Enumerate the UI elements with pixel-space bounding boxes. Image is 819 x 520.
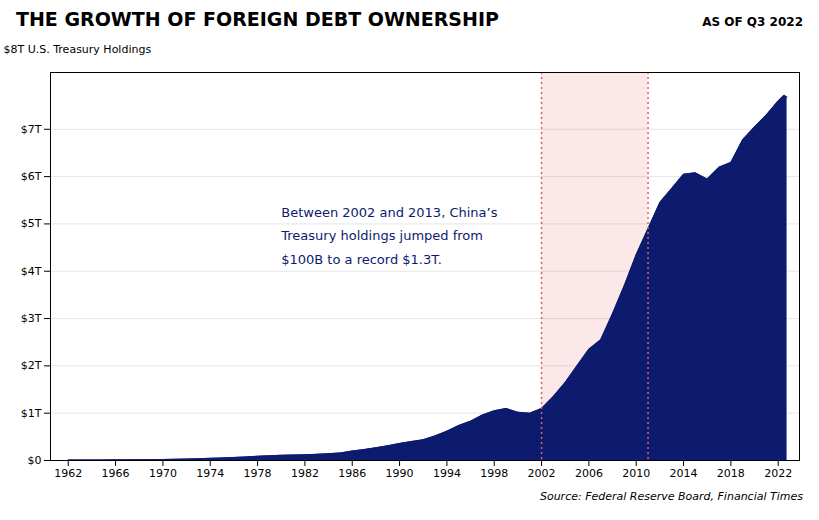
svg-text:2014: 2014 [670,467,698,480]
svg-text:2010: 2010 [622,467,650,480]
svg-text:1982: 1982 [291,467,319,480]
html-text:AS OF Q3 2022: AS OF Q3 2022 [702,15,803,29]
svg-text:1978: 1978 [244,467,272,480]
svg-text:1986: 1986 [338,467,366,480]
svg-text:1966: 1966 [102,467,130,480]
svg-text:$6T: $6T [21,170,42,183]
svg-text:$4T: $4T [21,265,42,278]
svg-text:Between 2002 and 2013, China’s: Between 2002 and 2013, China’s [281,205,497,220]
svg-text:2002: 2002 [528,467,556,480]
svg-text:1970: 1970 [149,467,177,480]
svg-text:1998: 1998 [480,467,508,480]
svg-text:$5T: $5T [21,217,42,230]
svg-text:1974: 1974 [196,467,224,480]
svg-text:2022: 2022 [764,467,792,480]
html-text:THE GROWTH OF FOREIGN DEBT OWN: THE GROWTH OF FOREIGN DEBT OWNERSHIP [16,8,499,30]
svg-text:1962: 1962 [54,467,82,480]
svg-text:1990: 1990 [386,467,414,480]
svg-text:$1T: $1T [21,407,42,420]
svg-text:1994: 1994 [433,467,461,480]
html-text:Source: Federal Reserve Board,: Source: Federal Reserve Board, Financial… [539,490,803,503]
svg-text:$0: $0 [28,454,42,467]
svg-text:2006: 2006 [575,467,603,480]
svg-text:$8T U.S. Treasury Holdings: $8T U.S. Treasury Holdings [4,43,152,56]
svg-text:$2T: $2T [21,359,42,372]
svg-text:2018: 2018 [717,467,745,480]
svg-text:Treasury holdings jumped from: Treasury holdings jumped from [280,228,483,243]
svg-text:$3T: $3T [21,312,42,325]
svg-text:$7T: $7T [21,123,42,136]
svg-text:$100B to a record $1.3T.: $100B to a record $1.3T. [281,252,442,267]
